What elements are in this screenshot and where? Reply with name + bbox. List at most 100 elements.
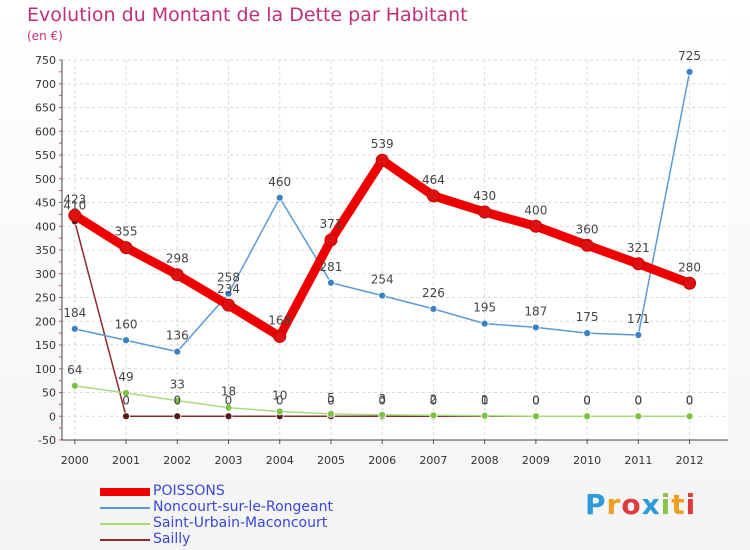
data-point [324,233,338,247]
data-label: 725 [678,49,701,63]
data-label: 18 [221,385,236,399]
legend-label: Sailly [153,531,191,547]
x-tick-label: 2001 [112,454,140,467]
data-point [378,410,387,419]
y-tick-label: 400 [35,220,56,233]
data-label: 160 [115,317,138,331]
data-point [429,304,438,313]
data-point [685,67,694,76]
logo-letter: o [621,488,642,521]
data-label: 0 [532,393,540,407]
data-point [429,411,438,420]
data-point [634,331,643,339]
data-label: 2 [430,392,438,406]
data-label: 0 [583,393,591,407]
y-tick-label: 250 [35,292,56,305]
data-point [327,278,335,287]
legend-swatch-poissons [100,488,150,496]
logo-letter: P [585,488,607,521]
data-label: 355 [115,225,138,239]
data-label: 0 [532,393,540,407]
logo-letter: t [671,488,686,521]
legend-swatch-saint-urbain [100,523,150,525]
y-tick-label: 350 [35,244,56,257]
data-label: 410 [63,199,86,213]
legend-swatch-noncourt [100,507,150,509]
data-point [529,219,543,233]
data-point [273,329,287,343]
y-tick-label: 200 [35,315,56,328]
data-point [173,412,182,421]
data-label: 371 [320,217,343,231]
data-label: 0 [378,393,386,407]
x-tick-label: 2012 [676,454,704,467]
data-point [68,208,82,222]
data-label: 280 [678,260,701,274]
logo-letter: x [641,488,661,521]
logo-letter: i [685,488,697,521]
data-point [631,257,645,271]
logo-letter: i [660,488,672,521]
data-label: 171 [627,312,650,326]
data-label: 0 [686,393,694,407]
chart-title: Evolution du Montant de la Dette par Hab… [27,4,468,26]
data-point [224,403,233,412]
x-tick-label: 2007 [419,454,447,467]
data-label: 298 [166,252,189,266]
data-point [580,238,594,252]
y-tick-label: 300 [35,268,56,281]
y-tick-label: 600 [35,125,56,138]
logo-letter: r [606,488,622,521]
y-tick-label: 450 [35,197,56,210]
data-point [327,409,335,418]
data-label: 3 [378,392,386,406]
data-label: 0 [430,393,438,407]
data-point [478,205,492,219]
data-label: 33 [170,378,185,392]
data-point [480,319,489,328]
data-point [480,411,489,420]
data-label: 0 [686,393,694,407]
data-label: 195 [473,301,496,315]
data-label: 0 [481,393,489,407]
data-point [122,412,130,421]
data-label: 360 [576,222,599,236]
x-tick-label: 2002 [163,454,191,467]
data-point [634,412,643,421]
x-tick-label: 2003 [215,454,243,467]
x-tick-label: 2009 [522,454,550,467]
data-label: 281 [320,260,343,274]
data-label: 539 [371,137,394,151]
y-tick-label: 150 [35,339,56,352]
data-label: 0 [583,393,591,407]
y-tick-label: 500 [35,173,56,186]
data-label: 430 [473,189,496,203]
data-label: 460 [268,175,291,189]
data-point [70,324,79,333]
data-label: 0 [635,393,643,407]
data-label: 5 [327,391,335,405]
data-point [222,298,235,312]
data-point [173,347,182,356]
x-tick-label: 2008 [471,454,499,467]
x-tick-label: 2000 [61,454,89,467]
x-tick-label: 2005 [317,454,345,467]
data-label: 0 [635,393,643,407]
data-label: 400 [524,203,547,217]
data-label: 0 [276,393,284,407]
data-label: 0 [225,393,233,407]
data-point [173,396,182,405]
data-label: 64 [67,363,82,377]
data-point [685,412,694,421]
data-point [583,412,592,421]
data-label: 184 [63,306,86,320]
data-point [224,412,233,421]
data-label: 168 [268,313,291,327]
data-label: 423 [63,192,86,206]
proxiti-logo: Proxiti [585,488,696,521]
chart-subtitle: (en €) [27,29,63,43]
data-point [122,336,130,345]
data-label: 49 [118,370,133,384]
y-tick-label: 50 [42,387,56,400]
